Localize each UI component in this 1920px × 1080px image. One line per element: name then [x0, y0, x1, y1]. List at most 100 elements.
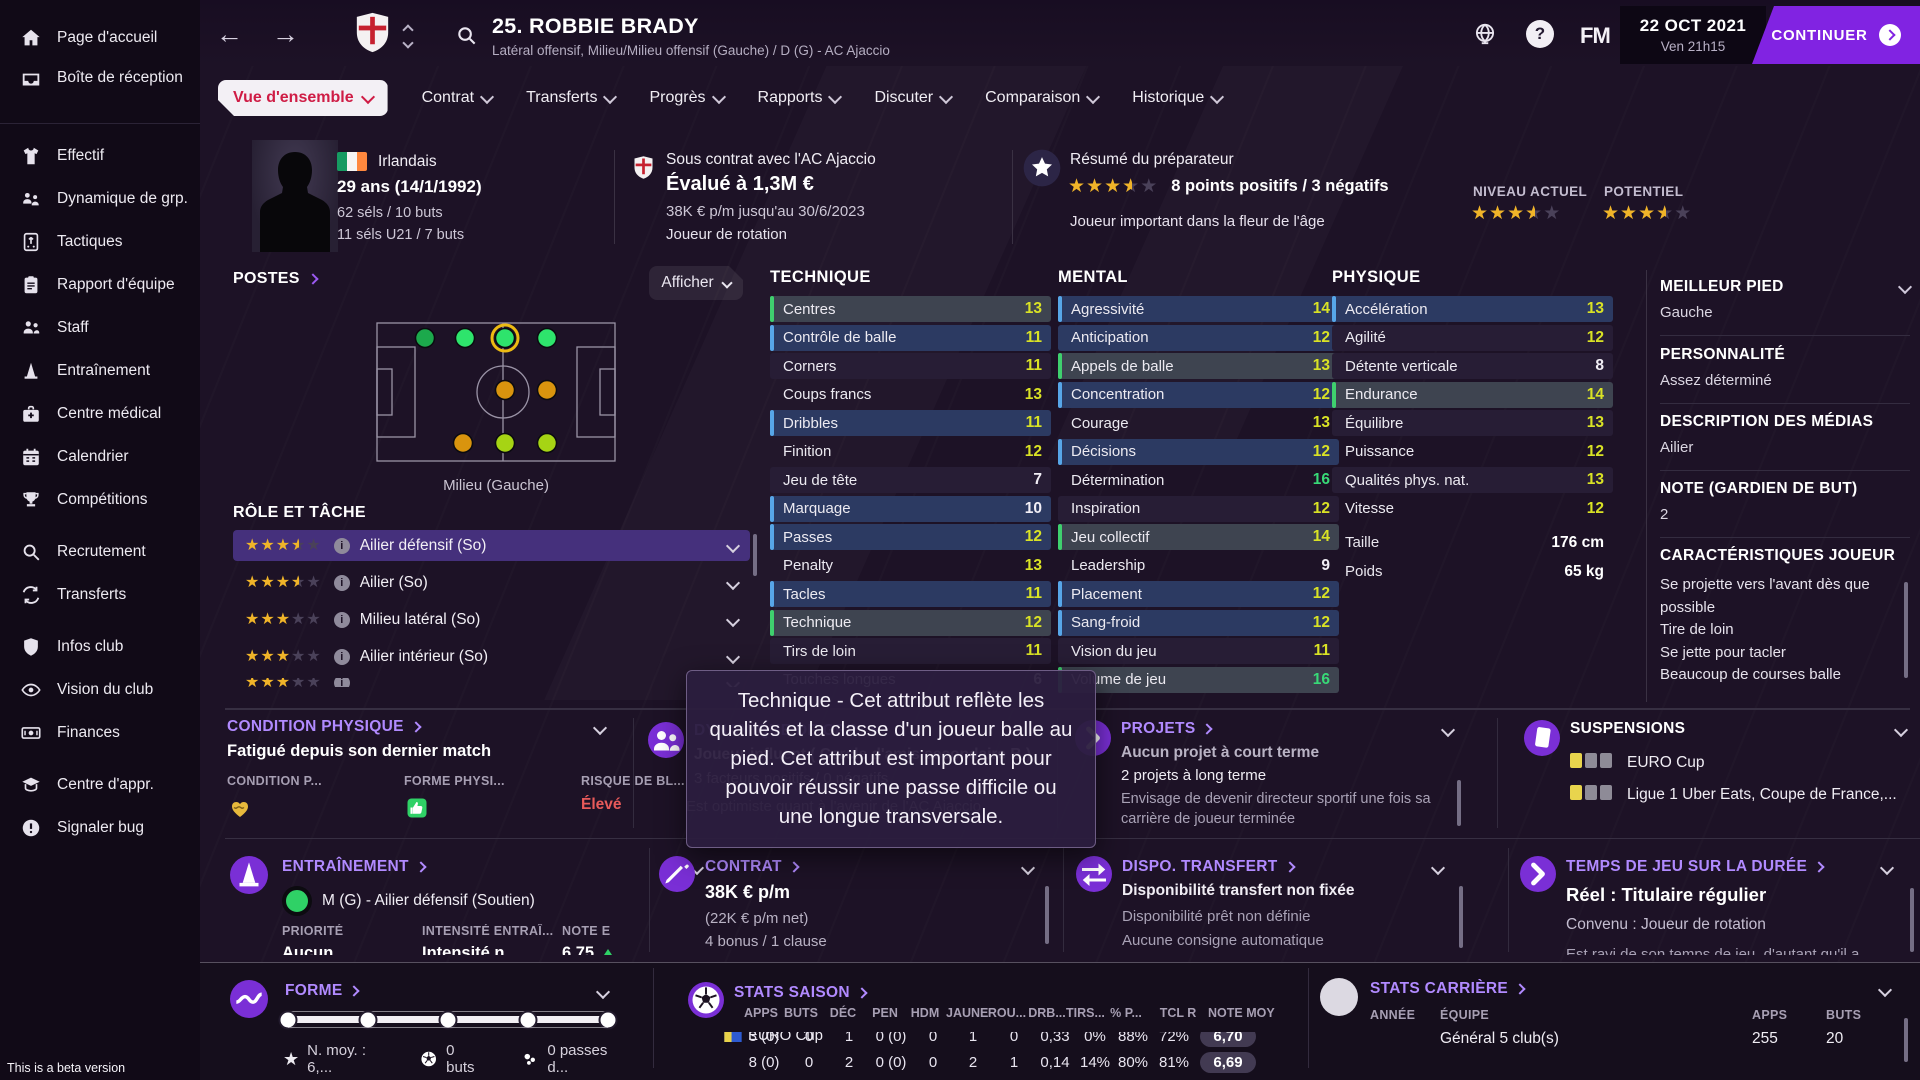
- suspensions-header[interactable]: SUSPENSIONS: [1570, 720, 1686, 737]
- sidebar-item[interactable]: Infos club: [0, 625, 200, 668]
- training-header[interactable]: ENTRAÎNEMENT: [282, 858, 427, 876]
- attribute-row[interactable]: Penalty 13: [770, 553, 1051, 579]
- role-row[interactable]: ★ ★ ★ ★ ★ i Milieu latéral (So): [233, 604, 750, 635]
- sidebar-item[interactable]: Signaler bug: [0, 806, 200, 849]
- career-stats-header[interactable]: STATS CARRIÈRE: [1370, 980, 1526, 998]
- attribute-row[interactable]: Agressivité 14: [1058, 296, 1339, 322]
- attribute-row[interactable]: Courage 13: [1058, 410, 1339, 436]
- chevron-down-icon[interactable]: [1020, 860, 1036, 878]
- attribute-row[interactable]: Finition 12: [770, 439, 1051, 465]
- sidebar-item[interactable]: Staff: [0, 306, 200, 349]
- tab-item[interactable]: Contrat: [422, 89, 495, 107]
- attribute-row[interactable]: Inspiration 12: [1058, 495, 1339, 522]
- attribute-row[interactable]: Détermination 16: [1058, 467, 1339, 493]
- positions-header[interactable]: POSTES: [233, 270, 319, 288]
- chevron-down-icon[interactable]: [1877, 982, 1893, 1000]
- continue-button[interactable]: CONTINUER: [1752, 6, 1920, 64]
- attribute-row[interactable]: Tirs de loin 11: [770, 638, 1051, 664]
- contract-scrollbar[interactable]: [1045, 886, 1049, 944]
- tab-item[interactable]: Progrès: [649, 89, 726, 107]
- help-button[interactable]: ?: [1526, 20, 1554, 48]
- form-header[interactable]: FORME: [285, 982, 361, 1000]
- sidebar-item[interactable]: Calendrier: [0, 435, 200, 478]
- form-match-dot[interactable]: [518, 1010, 538, 1029]
- info-icon[interactable]: i: [333, 678, 350, 687]
- contract-header[interactable]: CONTRAT: [705, 858, 800, 876]
- attribute-row[interactable]: Centres 13: [770, 296, 1051, 322]
- transfer-scrollbar[interactable]: [1459, 886, 1463, 948]
- attribute-row[interactable]: Marquage 10: [770, 495, 1051, 522]
- projects-header[interactable]: PROJETS: [1121, 720, 1214, 738]
- chevron-down-icon[interactable]: [1897, 279, 1913, 295]
- player-portrait[interactable]: [252, 140, 338, 252]
- chevron-down-icon[interactable]: [595, 984, 611, 1002]
- suspension-row[interactable]: EURO Cup: [1570, 747, 1897, 779]
- chevron-down-icon[interactable]: [1879, 860, 1895, 878]
- back-arrow-button[interactable]: ←: [216, 19, 243, 49]
- sidebar-item[interactable]: Centre d'appr.: [0, 763, 200, 806]
- info-icon[interactable]: i: [333, 537, 350, 554]
- attribute-row[interactable]: Équilibre 13: [1332, 410, 1613, 436]
- chevron-down-icon[interactable]: [1430, 860, 1446, 878]
- attribute-row[interactable]: Corners 11: [770, 353, 1051, 379]
- attribute-row[interactable]: Concentration 12: [1058, 381, 1339, 408]
- position-pitch-map[interactable]: [376, 322, 616, 462]
- traits-scrollbar[interactable]: [1904, 582, 1908, 678]
- condition-header[interactable]: CONDITION PHYSIQUE: [227, 718, 422, 736]
- attribute-row[interactable]: Technique 12: [770, 609, 1051, 636]
- tab-item[interactable]: Historique: [1132, 89, 1225, 107]
- sidebar-item[interactable]: Page d'accueil: [0, 16, 200, 59]
- playing-time-header[interactable]: TEMPS DE JEU SUR LA DURÉE: [1566, 858, 1825, 876]
- tab-item[interactable]: Transferts: [526, 89, 618, 107]
- form-timeline[interactable]: [278, 1010, 618, 1029]
- attribute-row[interactable]: Volume de jeu 16: [1058, 666, 1339, 693]
- globe-icon[interactable]: [1472, 21, 1498, 47]
- form-match-dot[interactable]: [598, 1010, 618, 1029]
- tab-vue-densemble[interactable]: Vue d'ensemble: [218, 80, 388, 116]
- game-date-widget[interactable]: 22 OCT 2021 Ven 21h15: [1620, 6, 1766, 64]
- role-row[interactable]: ★★★★★ i Ailier défensif (So): [233, 530, 750, 561]
- attribute-row[interactable]: Dribbles 11: [770, 410, 1051, 436]
- role-list-scrollbar[interactable]: [753, 534, 757, 576]
- club-crest-icon[interactable]: [349, 9, 396, 56]
- attribute-row[interactable]: Placement 12: [1058, 581, 1339, 607]
- chevron-down-icon[interactable]: [592, 720, 608, 738]
- attribute-row[interactable]: Puissance 12: [1332, 439, 1613, 465]
- role-row[interactable]: ★ ★ ★ ★ ★ i: [233, 678, 750, 687]
- sidebar-item[interactable]: Effectif: [0, 134, 200, 177]
- attribute-row[interactable]: Agilité 12: [1332, 324, 1613, 351]
- tab-item[interactable]: Discuter: [874, 89, 954, 107]
- sidebar-item[interactable]: Finances: [0, 711, 200, 754]
- attribute-row[interactable]: Accélération 13: [1332, 296, 1613, 322]
- attribute-row[interactable]: Décisions 12: [1058, 438, 1339, 465]
- attribute-row[interactable]: Détente verticale 8: [1332, 353, 1613, 379]
- forward-arrow-button[interactable]: →: [272, 19, 299, 49]
- form-match-dot[interactable]: [358, 1010, 378, 1029]
- form-match-dot[interactable]: [278, 1010, 298, 1029]
- suspension-row[interactable]: Ligue 1 Uber Eats, Coupe de France,...: [1570, 779, 1897, 811]
- season-row[interactable]: 8 (0) 0 2 0 (0) 0 2 1 0,14 14% 80% 81% 6,69: [688, 1050, 1293, 1076]
- chevron-down-icon[interactable]: [1893, 722, 1909, 740]
- search-icon[interactable]: [455, 24, 478, 47]
- sidebar-item[interactable]: Compétitions: [0, 478, 200, 521]
- info-icon[interactable]: i: [333, 574, 350, 591]
- crest-expand-down-icon[interactable]: [402, 34, 414, 52]
- display-dropdown-button[interactable]: Afficher: [649, 266, 743, 300]
- sidebar-item[interactable]: Rapport d'équipe: [0, 263, 200, 306]
- season-stats-header[interactable]: STATS SAISON: [734, 984, 868, 1002]
- form-match-dot[interactable]: [438, 1010, 458, 1029]
- attribute-row[interactable]: Tacles 11: [770, 581, 1051, 607]
- sidebar-item[interactable]: Boîte de réception: [0, 59, 200, 124]
- info-icon[interactable]: i: [333, 611, 350, 628]
- attribute-row[interactable]: Vision du jeu 11: [1058, 638, 1339, 664]
- attribute-row[interactable]: Sang-froid 12: [1058, 609, 1339, 636]
- sidebar-item[interactable]: Recrutement: [0, 530, 200, 573]
- tab-item[interactable]: Rapports: [758, 89, 843, 107]
- playing-time-scrollbar[interactable]: [1910, 888, 1914, 952]
- scout-points[interactable]: 8 points positifs / 3 négatifs: [1171, 177, 1389, 195]
- attribute-row[interactable]: Leadership 9: [1058, 553, 1339, 579]
- sidebar-item[interactable]: Tactiques: [0, 220, 200, 263]
- tab-item[interactable]: Comparaison: [985, 89, 1101, 107]
- attribute-row[interactable]: Jeu de tête 7: [770, 467, 1051, 493]
- sidebar-item[interactable]: Entraînement: [0, 349, 200, 392]
